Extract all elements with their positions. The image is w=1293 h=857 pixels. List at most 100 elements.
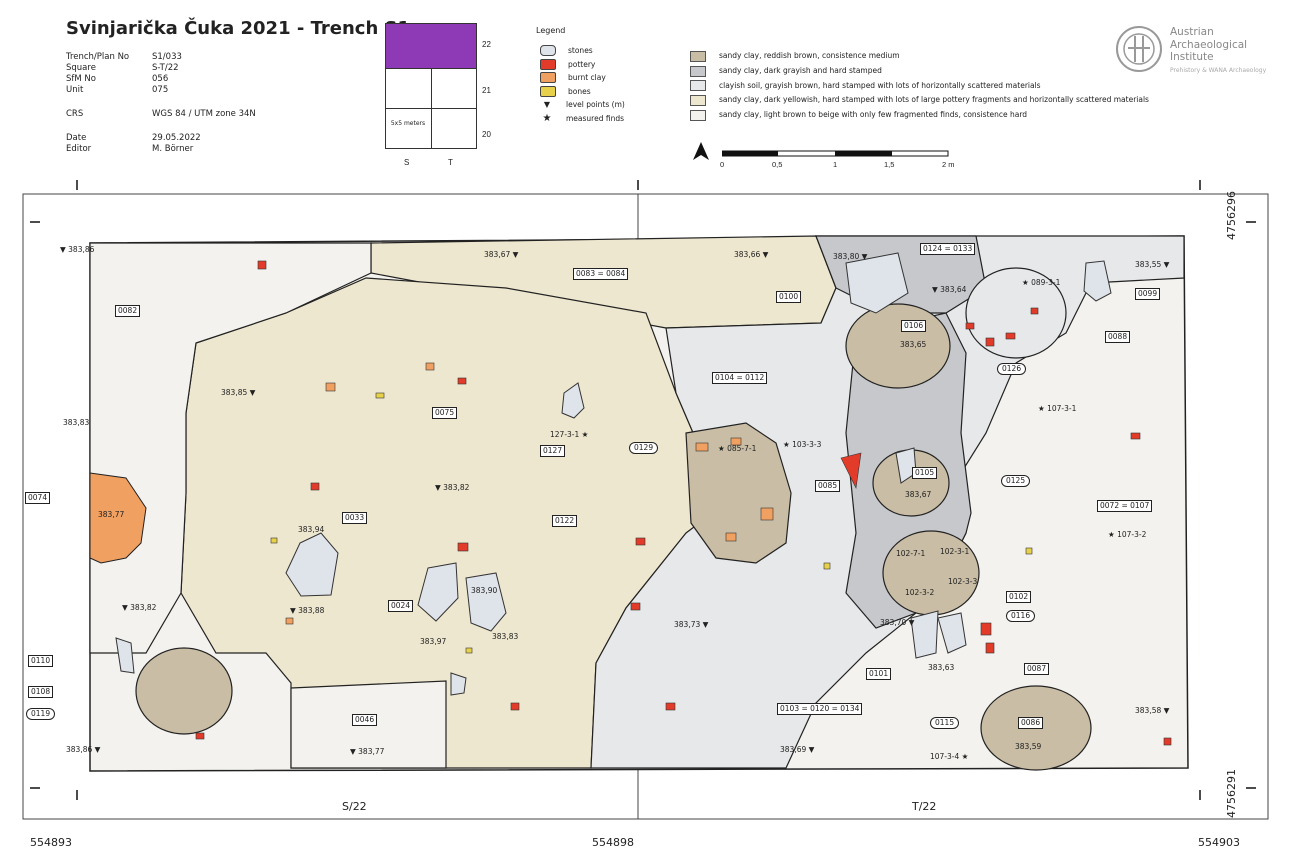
sheet-title: Svinjarička Čuka 2021 - Trench S1 [66, 18, 411, 39]
fill-swatch [690, 95, 706, 107]
legend-fill-item: sandy clay, light brown to beige with on… [690, 108, 1149, 123]
unit-label: 0074 [25, 492, 51, 504]
x-coord-label: 554903 [1198, 836, 1240, 849]
legend-fills: sandy clay, reddish brown, consistence m… [690, 49, 1149, 123]
unit-label: 0102 [1006, 591, 1032, 603]
legend-item: bones [540, 85, 625, 99]
unit-area-0074 [89, 472, 147, 564]
scale-bar [722, 150, 949, 157]
institute-logo-icon [1116, 26, 1162, 72]
level-point: 383,65 [900, 340, 927, 349]
meta-value: 075 [152, 85, 169, 95]
unit-area-0108 [135, 647, 233, 735]
unit-label: 0075 [432, 407, 458, 419]
y-coord-label: 4756291 [1225, 769, 1238, 818]
level-point: ▼ 383,82 [122, 603, 157, 612]
measured-find: 102-7-1 [896, 549, 926, 558]
key-col-label: S [404, 158, 410, 167]
level-point: 383,83 [492, 632, 519, 641]
meta-key: SfM No [66, 74, 96, 84]
level-point: ▼ 383,77 [350, 747, 385, 756]
unit-label: 0082 [115, 305, 141, 317]
unit-label: 0124 = 0133 [920, 243, 976, 255]
y-coord-label: 4756296 [1225, 191, 1238, 240]
unit-label: 0099 [1135, 288, 1161, 300]
unit-label: 0125 [1001, 475, 1031, 487]
legend-symbols: stones pottery burnt clay bones ▼ level p… [540, 44, 625, 125]
unit-label: 0115 [930, 717, 960, 729]
scale-label: 0 [720, 160, 725, 169]
unit-label: 0126 [997, 363, 1027, 375]
unit-label: 0119 [26, 708, 56, 720]
fill-swatch [690, 80, 706, 92]
unit-label: 0101 [866, 668, 892, 680]
fill-swatch [690, 110, 706, 122]
level-point-icon: ▼ [543, 100, 551, 110]
measured-find: ★ 107-3-2 [1108, 530, 1147, 539]
unit-label: 0106 [901, 320, 927, 332]
x-coord-label: 554893 [30, 836, 72, 849]
institute-name-line: Institute [1170, 51, 1214, 63]
stones [115, 252, 1112, 696]
level-point: 383,94 [298, 525, 325, 534]
legend-item: pottery [540, 58, 625, 72]
x-coord-label: 554898 [592, 836, 634, 849]
burnt-clay-icon [540, 72, 556, 84]
unit-area-0102 [882, 530, 980, 616]
meta-key: CRS [66, 109, 84, 119]
scale-label: 2 m [942, 160, 955, 169]
key-col-label: T [448, 158, 453, 167]
level-point: 383,67 [905, 490, 932, 499]
level-point: ▼ 383,64 [932, 285, 967, 294]
unit-label: 0100 [776, 291, 802, 303]
legend-label: sandy clay, dark grayish and hard stampe… [719, 65, 882, 75]
legend-label: bones [568, 86, 591, 96]
legend-label: clayish soil, grayish brown, hard stampe… [719, 80, 1041, 90]
fill-swatch [690, 50, 706, 62]
north-arrow-icon [693, 142, 709, 160]
institute-name: Austrian Archaeological Institute [1170, 26, 1247, 64]
unit-label: 0116 [1006, 610, 1036, 622]
square-label: S/22 [342, 800, 367, 813]
meta-value: 29.05.2022 [152, 133, 201, 143]
legend-label: stones [568, 46, 593, 55]
measured-find: 102-3-2 [905, 588, 935, 597]
level-point: 383,85 ▼ [221, 388, 256, 397]
legend-label: level points (m) [566, 100, 625, 109]
measured-find: ★ 103-3-3 [783, 440, 822, 449]
level-point: ▼ 383,86 [60, 245, 95, 254]
legend-label: measured finds [566, 113, 625, 123]
meta-key: Unit [66, 85, 84, 95]
measured-find: 102-3-3 [948, 577, 978, 586]
level-point: 383,80 ▼ [833, 252, 868, 261]
measured-find-icon: ★ [542, 112, 552, 124]
level-point: 383,69 ▼ [780, 745, 815, 754]
legend-item: stones [540, 44, 625, 58]
unit-label: 0024 [388, 600, 414, 612]
level-point: ▼ 383,88 [290, 606, 325, 615]
legend-item: ▼ level points (m) [540, 98, 625, 112]
legend-fill-item: sandy clay, dark grayish and hard stampe… [690, 64, 1149, 79]
measured-find: 107-3-4 ★ [930, 752, 969, 761]
level-point: 383,63 [928, 663, 955, 672]
bones [270, 392, 1033, 654]
unit-label: 0086 [1018, 717, 1044, 729]
legend-label: sandy clay, reddish brown, consistence m… [719, 51, 900, 60]
legend-item: ★ measured finds [540, 112, 625, 126]
key-grid-active-cell [386, 24, 476, 68]
key-grid-line [431, 68, 432, 148]
unit-label: 0087 [1024, 663, 1050, 675]
meta-value: WGS 84 / UTM zone 34N [152, 109, 256, 119]
trench-plan [89, 235, 1189, 772]
legend-label: pottery [568, 59, 596, 69]
level-point: 383,77 [98, 510, 125, 519]
meta-value: S-T/22 [152, 63, 179, 73]
institute-name-line: Austrian [1170, 26, 1214, 38]
legend-title: Legend [536, 26, 566, 35]
unit-label: 0083 = 0084 [573, 268, 629, 280]
burnt-clay [285, 362, 774, 625]
unit-label: 0104 = 0112 [712, 372, 768, 384]
level-point: 383,73 ▼ [674, 620, 709, 629]
level-point: 383,86 ▼ [66, 745, 101, 754]
